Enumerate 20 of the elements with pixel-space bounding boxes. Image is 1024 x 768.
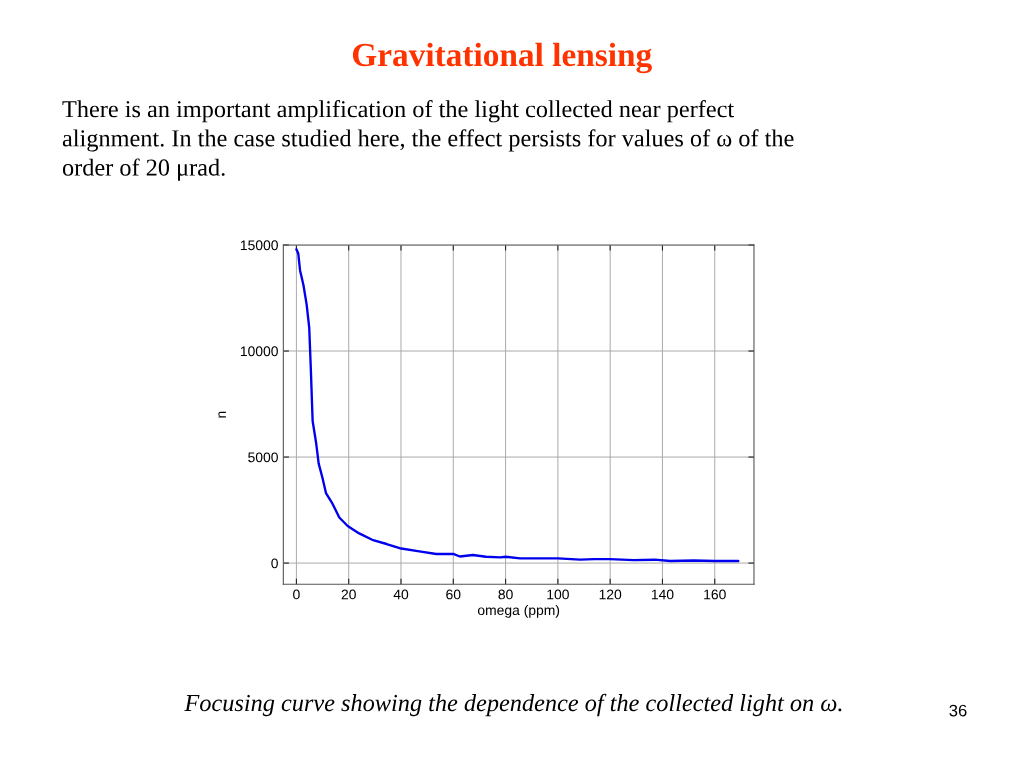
x-tick-label: 120 — [599, 589, 622, 600]
chart-subtitle: There is an important amplification of the light collected near perfect alignment. In the case studied here, the effect persists for values of ω of the order of 20 μrad. — [62, 100, 794, 181]
y-axis-title: n — [218, 411, 226, 418]
x-tick-label: 100 — [547, 589, 569, 600]
y-tick-label: 10000 — [240, 346, 278, 357]
chart-title: Gravitational lensing — [352, 42, 652, 74]
line-series — [295, 248, 740, 563]
text: Focusing curve showing the dependence of the collected light on ω. — [184, 693, 842, 717]
x-axis-title: omega (ppm) — [477, 604, 560, 618]
x-tick-label: 60 — [446, 589, 461, 600]
y-tick-label: 5000 — [248, 452, 278, 463]
x-tick-label: 160 — [704, 589, 726, 600]
x-tick-label: 0 — [293, 589, 300, 600]
x-tick-label: 80 — [498, 589, 513, 600]
y-tick-label: 0 — [271, 558, 278, 569]
x-tick-label: 140 — [651, 589, 674, 600]
text: 36 — [949, 704, 967, 717]
y-tick-label: 15000 — [240, 240, 278, 251]
x-tick-label: 20 — [341, 589, 356, 600]
x-tick-label: 40 — [393, 589, 409, 600]
